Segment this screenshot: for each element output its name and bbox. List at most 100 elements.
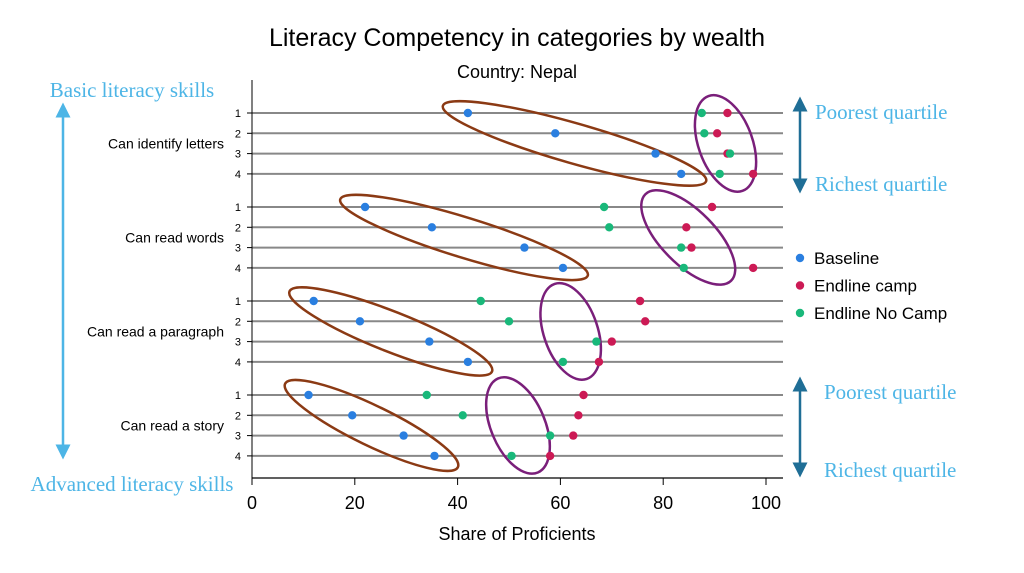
quartile-tick-label: 2 [235,316,241,328]
endline-no-camp-point [725,149,735,158]
endline-camp-point [607,337,616,346]
endline-no-camp-point [676,243,686,252]
data-points [304,108,758,461]
annotation-poorest-top: Poorest quartile [815,100,947,124]
quartile-tick-label: 1 [235,202,241,214]
endline-no-camp-point [504,317,514,326]
baseline-group-ellipse [441,99,708,187]
legend-label: Endline camp [814,277,917,296]
endline-camp-point [635,296,645,306]
baseline-group-ellipse [338,193,590,282]
x-tick-label: 100 [751,493,781,513]
legend-label: Endline No Camp [814,304,947,323]
endline-no-camp-point [599,202,609,212]
quartile-tick-label: 4 [235,451,241,463]
x-axis: 0 20 40 60 80 100 [247,80,783,513]
endline-camp-point [723,108,732,118]
endline-no-camp-point [476,296,485,306]
endline-group-ellipse [640,188,737,286]
endline-camp-point [594,357,604,367]
endline-camp-point [712,129,722,138]
quartile-tick-label: 3 [235,243,241,255]
x-axis-label: Share of Proficients [438,524,595,544]
baseline-point [520,243,529,252]
endline-no-camp-point [697,108,706,118]
endline-camp-point [682,223,691,232]
chart-title: Literacy Competency in categories by wea… [269,24,765,52]
baseline-point [463,108,473,118]
baseline-point [355,317,365,326]
quartile-tick-label: 3 [235,149,241,161]
endline-camp-point [687,243,696,252]
baseline-point [425,337,434,346]
baseline-group-ellipse [283,378,460,473]
baseline-point [676,169,686,179]
quartile-tick-label: 2 [235,222,241,234]
endline-group-ellipse [484,376,552,475]
chart-subtitle: Country: Nepal [457,62,577,82]
quartile-tick-label: 4 [235,263,241,275]
baseline-point [551,129,560,138]
group-ellipses [283,93,758,475]
endline-no-camp-point [507,451,516,461]
legend: Baseline Endline camp Endline No Camp [795,249,947,323]
category-label: Can identify letters [108,135,224,151]
annotation-basic-skills: Basic literacy skills [50,78,214,102]
endline-no-camp-point [545,431,555,440]
baseline-point [360,202,370,212]
category-label: Can read a paragraph [87,323,224,339]
legend-marker [795,281,805,290]
legend-marker [795,308,805,318]
endline-camp-point [707,202,717,212]
endline-no-camp-point [605,223,614,232]
annotation-richest-bottom: Richest quartile [824,458,956,482]
annotation-advanced-skills: Advanced literacy skills [31,472,234,496]
baseline-point [348,411,357,420]
category-label: Can read a story [121,417,225,433]
endline-group-ellipse [693,93,758,193]
quartile-tick-label: 1 [235,296,241,308]
baseline-point [558,263,568,273]
quartile-tick-label: 1 [235,108,241,120]
legend-label: Baseline [814,249,879,268]
endline-camp-point [545,451,555,461]
quartile-tick-label: 1 [235,390,241,402]
endline-camp-point [574,411,583,420]
baseline-point [430,451,439,461]
endline-no-camp-point [458,411,467,420]
baseline-point [399,431,408,440]
quartile-tick-label: 2 [235,410,241,422]
endline-camp-point [569,431,578,440]
x-tick-label: 20 [345,493,365,513]
baseline-point [427,223,437,232]
endline-no-camp-point [422,390,431,400]
endline-group-ellipse [539,281,603,381]
annotation-richest-top: Richest quartile [815,172,947,196]
quartile-tick-label: 4 [235,169,241,181]
endline-camp-point [748,169,758,179]
y-axis-labels: 1 2 3 4 Can identify letters 1 2 3 4 Can read wor… [87,108,241,463]
endline-no-camp-point [558,357,568,367]
endline-no-camp-point [679,263,688,273]
x-tick-label: 80 [653,493,673,513]
x-tick-label: 40 [448,493,468,513]
endline-no-camp-point [715,169,724,179]
baseline-group-ellipse [287,286,494,377]
baseline-point [304,390,313,400]
annotation-poorest-bottom: Poorest quartile [824,380,956,404]
endline-camp-point [641,317,650,326]
quartile-tick-label: 3 [235,337,241,349]
gridlines [252,112,783,457]
baseline-point [309,296,318,306]
x-tick-label: 60 [550,493,570,513]
baseline-point [651,149,660,158]
endline-no-camp-point [700,129,709,138]
endline-camp-point [579,390,588,400]
x-tick-label: 0 [247,493,257,513]
quartile-tick-label: 2 [235,128,241,140]
legend-marker [795,253,805,263]
category-label: Can read words [125,229,224,245]
baseline-point [463,357,473,367]
endline-camp-point [748,263,758,273]
